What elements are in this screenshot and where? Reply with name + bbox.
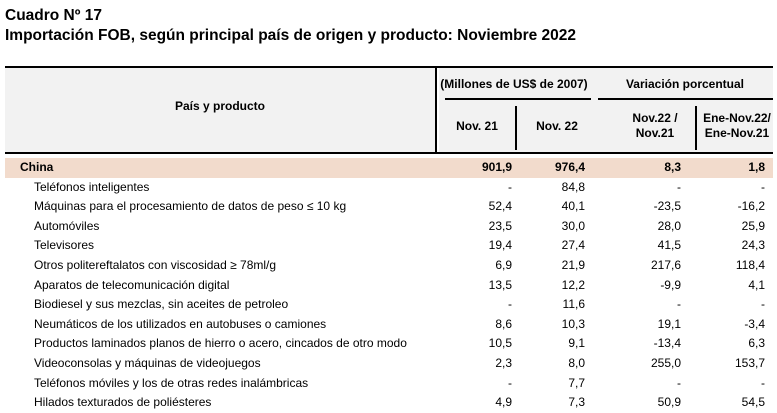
cell-var1: 19,1 bbox=[657, 316, 681, 331]
row-name: Otros politereftalatos con viscosidad ≥ … bbox=[34, 257, 277, 272]
cell-var1: 8,3 bbox=[664, 160, 681, 174]
row-name: Neumáticos de los utilizados en autobuse… bbox=[34, 316, 327, 331]
cell-nov22: 30,0 bbox=[561, 218, 585, 233]
cell-var2: 118,4 bbox=[735, 257, 765, 272]
row-name: Productos laminados planos de hierro o a… bbox=[34, 336, 407, 351]
cell-nov22: 21,9 bbox=[561, 257, 585, 272]
cell-nov22: 9,1 bbox=[568, 336, 585, 351]
table-row: Videoconsolas y máquinas de videojuegos 2… bbox=[5, 354, 773, 374]
cell-nov21: 52,4 bbox=[488, 199, 512, 214]
cell-var2: -3,4 bbox=[744, 316, 765, 331]
table-row: Aparatos de telecomunicación digital 13,5… bbox=[5, 276, 773, 296]
row-name: Teléfonos móviles y los de otras redes i… bbox=[34, 375, 309, 390]
cell-var1: - bbox=[677, 179, 681, 194]
cell-var2: 24,3 bbox=[741, 238, 765, 253]
table-title: Importación FOB, según principal país de… bbox=[5, 27, 577, 44]
group-underline-variacion bbox=[598, 98, 773, 100]
group-underline-millones bbox=[445, 98, 591, 100]
cell-nov21: 6,9 bbox=[495, 257, 512, 272]
cell-var1: -13,4 bbox=[653, 336, 681, 351]
cell-var1: - bbox=[677, 375, 681, 390]
cell-nov21: 8,6 bbox=[495, 316, 512, 331]
cell-nov22: 976,4 bbox=[554, 160, 585, 174]
table-row: Otros politereftalatos con viscosidad ≥ … bbox=[5, 256, 773, 276]
cell-nov21: - bbox=[508, 297, 512, 312]
header-group-variacion: Variación porcentual bbox=[625, 77, 745, 91]
cell-var1: 217,6 bbox=[650, 257, 681, 272]
header-group-millones: (Millones de US$ de 2007) bbox=[440, 77, 588, 91]
header-product: País y producto bbox=[174, 99, 266, 113]
cell-var2: 153,7 bbox=[734, 355, 765, 370]
table-number: Cuadro Nº 17 bbox=[5, 7, 102, 24]
cell-var2: 54,5 bbox=[741, 395, 765, 410]
cell-var2: 1,8 bbox=[748, 160, 765, 174]
header-nov22: Nov. 22 bbox=[536, 119, 578, 133]
cell-var1: -23,5 bbox=[653, 199, 681, 214]
row-name: Máquinas para el procesamiento de datos … bbox=[34, 199, 347, 214]
header-bottom-rule bbox=[5, 152, 773, 154]
country-row: China 901,9 976,4 8,3 1,8 bbox=[5, 158, 773, 178]
cell-var1: 41,5 bbox=[657, 238, 681, 253]
header-var2-line2: Ene-Nov.21 bbox=[704, 126, 770, 140]
table-row: Neumáticos de los utilizados en autobuse… bbox=[5, 315, 773, 335]
header-divider-3 bbox=[695, 106, 697, 150]
cell-var2: 25,9 bbox=[741, 218, 765, 233]
table-row: Hilados texturados de poliésteres 4,9 7,3 5… bbox=[5, 393, 773, 413]
row-name: Hilados texturados de poliésteres bbox=[34, 395, 212, 410]
header-cell-product bbox=[5, 68, 435, 152]
header-divider-2 bbox=[515, 106, 517, 150]
cell-var1: - bbox=[677, 297, 681, 312]
header-divider bbox=[435, 68, 437, 152]
cell-var1: 50,9 bbox=[657, 395, 681, 410]
table-row: Teléfonos inteligentes - 84,8 - - bbox=[5, 178, 773, 198]
cell-nov21: 4,9 bbox=[495, 395, 512, 410]
header-var2-line1: Ene-Nov.22/ bbox=[703, 111, 771, 125]
cell-var1: -9,9 bbox=[660, 277, 681, 292]
cell-nov21: - bbox=[508, 179, 512, 194]
cell-nov22: 27,4 bbox=[561, 238, 585, 253]
cell-var1: 255,0 bbox=[650, 355, 681, 370]
header-cell-values bbox=[439, 68, 773, 152]
cell-var2: - bbox=[761, 297, 765, 312]
cell-var2: 6,3 bbox=[748, 336, 765, 351]
table-body: China 901,9 976,4 8,3 1,8 Teléfonos inteligen… bbox=[5, 158, 773, 413]
cell-nov21: 23,5 bbox=[488, 218, 512, 233]
cell-nov22: 12,2 bbox=[561, 277, 585, 292]
row-name: Teléfonos inteligentes bbox=[34, 179, 150, 194]
header-var1-line1: Nov.22 / bbox=[632, 111, 678, 125]
cell-var2: - bbox=[761, 179, 765, 194]
cell-nov21: 10,5 bbox=[488, 336, 512, 351]
row-name: Videoconsolas y máquinas de videojuegos bbox=[34, 355, 261, 370]
row-name: Televisores bbox=[34, 238, 95, 253]
cell-nov22: 11,6 bbox=[562, 297, 585, 312]
cell-nov22: 40,1 bbox=[561, 199, 585, 214]
row-name: Aparatos de telecomunicación digital bbox=[34, 277, 230, 292]
table-row: Televisores 19,4 27,4 41,5 24,3 bbox=[5, 236, 773, 256]
cell-var2: - bbox=[761, 375, 765, 390]
row-name: Biodiesel y sus mezclas, sin aceites de … bbox=[34, 297, 289, 312]
cell-nov22: 7,3 bbox=[568, 395, 585, 410]
header-nov21: Nov. 21 bbox=[456, 119, 498, 133]
cell-nov22: 10,3 bbox=[561, 316, 585, 331]
cell-nov21: 19,4 bbox=[488, 238, 512, 253]
row-name: Automóviles bbox=[34, 218, 100, 233]
top-rule bbox=[5, 66, 773, 68]
cell-var1: 28,0 bbox=[657, 218, 681, 233]
cell-nov21: - bbox=[508, 375, 512, 390]
header-var1-line2: Nov.21 bbox=[635, 126, 675, 140]
table-row: Teléfonos móviles y los de otras redes i… bbox=[5, 374, 773, 394]
cell-nov22: 7,7 bbox=[568, 375, 585, 390]
cell-nov21: 2,3 bbox=[495, 355, 512, 370]
cell-nov22: 8,0 bbox=[568, 355, 585, 370]
cell-var2: -16,2 bbox=[737, 199, 765, 214]
table-row: Biodiesel y sus mezclas, sin aceites de … bbox=[5, 295, 773, 315]
table-row: Automóviles 23,5 30,0 28,0 25,9 bbox=[5, 217, 773, 237]
table-row: Máquinas para el procesamiento de datos … bbox=[5, 197, 773, 217]
cell-nov21: 901,9 bbox=[481, 160, 512, 174]
cell-nov21: 13,5 bbox=[488, 277, 512, 292]
cell-var2: 4,1 bbox=[748, 277, 765, 292]
row-name: China bbox=[20, 160, 54, 174]
cell-nov22: 84,8 bbox=[561, 179, 585, 194]
table-row: Productos laminados planos de hierro o a… bbox=[5, 334, 773, 354]
